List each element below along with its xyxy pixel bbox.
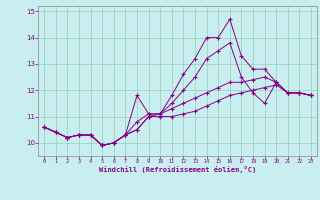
- X-axis label: Windchill (Refroidissement éolien,°C): Windchill (Refroidissement éolien,°C): [99, 166, 256, 173]
